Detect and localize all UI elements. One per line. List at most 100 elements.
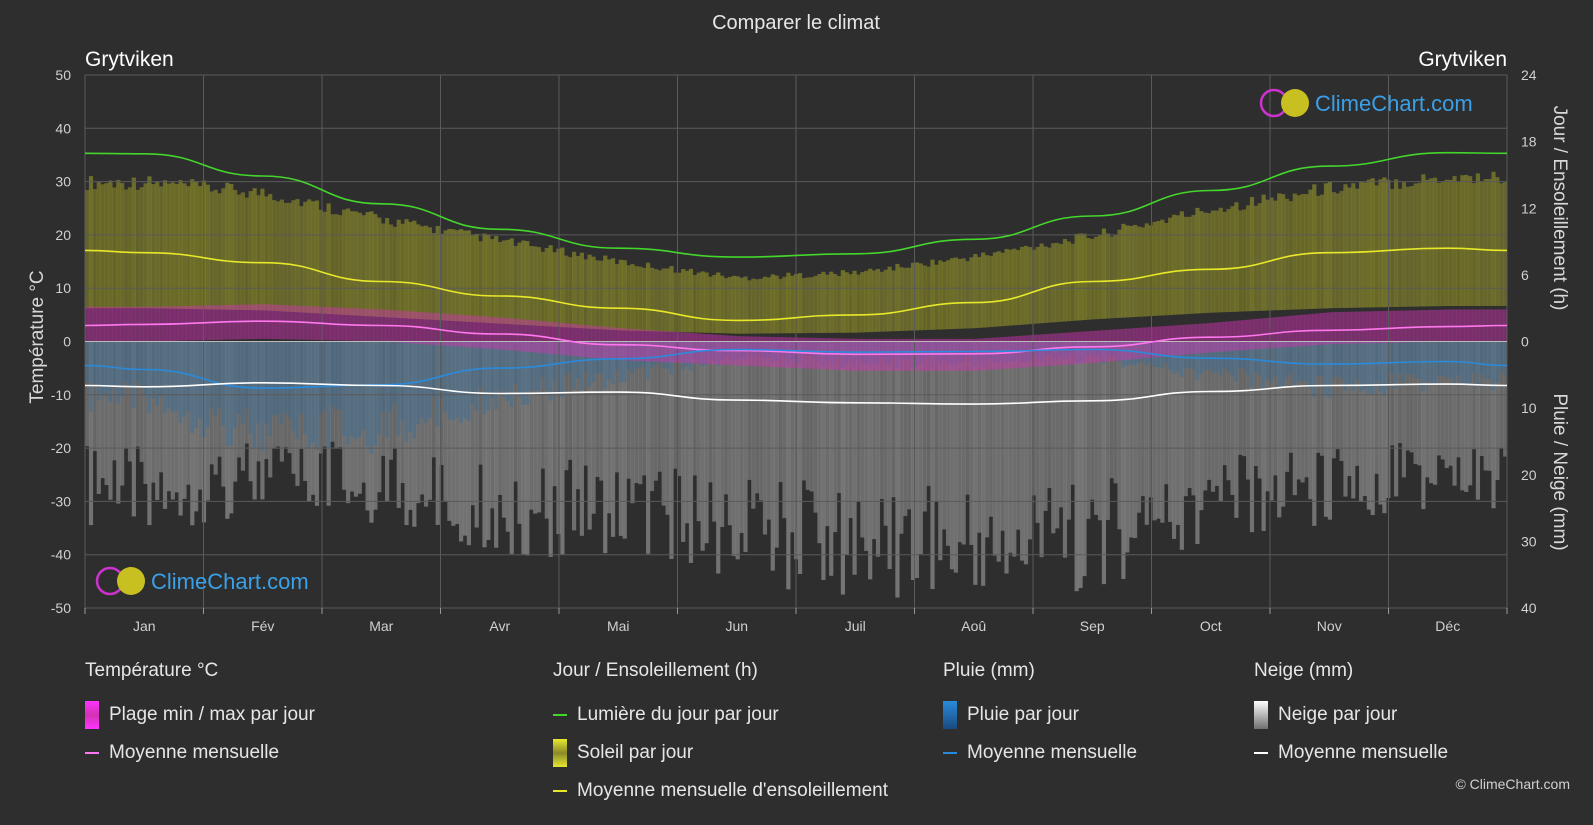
temperature-day-bar: [1417, 310, 1422, 343]
sunshine-day-bar: [295, 199, 300, 313]
right-bottom-tick-label: 40: [1521, 600, 1537, 616]
temperature-day-bar: [969, 338, 974, 371]
sunshine-day-bar: [1055, 242, 1060, 323]
sunshine-day-bar: [630, 264, 635, 331]
sunshine-day-bar: [1222, 211, 1227, 313]
sunshine-day-bar: [420, 226, 425, 320]
sunshine-day-bar: [758, 278, 764, 334]
sunshine-day-bar: [607, 259, 612, 330]
rain-day-bar: [400, 341, 405, 421]
sunshine-day-bar: [155, 181, 160, 309]
snow-day-bar: [131, 341, 136, 517]
rain-day-bar: [1413, 341, 1418, 379]
rain-day-bar: [225, 341, 230, 447]
snow-day-bar: [143, 341, 148, 484]
sunshine-day-bar: [599, 260, 604, 330]
snow-day-bar: [252, 341, 257, 500]
sunshine-day-bar: [1300, 194, 1305, 310]
temperature-day-bar: [1460, 309, 1465, 342]
snow-day-bar: [642, 341, 647, 476]
rain-day-bar: [322, 341, 327, 411]
snow-day-bar: [275, 341, 281, 447]
snow-day-bar: [1487, 341, 1492, 471]
sunshine-day-bar: [661, 268, 666, 332]
snow-day-bar: [739, 341, 744, 533]
sunshine-day-bar: [423, 225, 429, 320]
temperature-day-bar: [408, 311, 413, 344]
rain-day-bar: [346, 341, 351, 445]
sunshine-day-bar: [1351, 183, 1356, 308]
snow-day-bar: [610, 341, 616, 537]
sunshine-day-bar: [162, 180, 168, 309]
rain-day-bar: [1487, 341, 1492, 380]
rain-day-bar: [684, 341, 690, 367]
snow-day-bar: [221, 341, 226, 487]
sunshine-day-bar: [108, 180, 113, 309]
sunshine-day-bar: [587, 254, 592, 329]
sunshine-day-bar: [509, 238, 514, 325]
snow-day-bar: [1444, 341, 1449, 469]
rain-day-bar: [116, 341, 121, 404]
rain-day-bar: [603, 341, 608, 390]
snow-day-bar: [1101, 341, 1107, 585]
snow-day-bar: [751, 341, 756, 509]
snow-day-bar: [1086, 341, 1091, 519]
sunshine-day-bar: [240, 192, 246, 310]
snow-day-bar: [836, 341, 842, 493]
legend-item-label: Lumière du jour par jour: [577, 704, 779, 725]
snow-day-bar: [377, 341, 382, 493]
snow-day-bar: [1117, 341, 1122, 530]
rain-day-bar: [373, 341, 378, 445]
snow-day-bar: [914, 341, 920, 579]
snow-day-bar: [233, 341, 238, 482]
temperature-day-bar: [1179, 324, 1184, 355]
sunshine-day-bar: [1366, 179, 1371, 308]
rain-day-bar: [100, 341, 105, 394]
snow-day-bar: [1448, 341, 1453, 466]
temperature-day-bar: [1191, 324, 1196, 354]
rain-day-bar: [1191, 341, 1196, 370]
sunshine-day-bar: [435, 225, 440, 321]
rain-day-bar: [396, 341, 401, 436]
sunshine-day-bar: [860, 272, 865, 333]
rain-day-bar: [681, 341, 686, 370]
sunshine-day-bar: [1238, 210, 1243, 312]
green-line-icon: [553, 714, 567, 716]
rain-day-bar: [657, 341, 662, 364]
sunshine-day-bar: [1323, 183, 1329, 309]
temperature-day-bar: [607, 327, 612, 360]
month-tick-label: Jun: [725, 618, 748, 634]
sunshine-day-bar: [416, 224, 421, 320]
snow-day-bar: [1245, 341, 1251, 480]
snow-day-bar: [981, 341, 986, 586]
snow-day-bar: [817, 341, 822, 544]
rain-day-bar: [1312, 341, 1317, 397]
snow-day-bar: [755, 341, 760, 494]
temperature-day-bar: [1409, 310, 1414, 343]
sunshine-day-bar: [361, 215, 366, 316]
rain-day-bar: [186, 341, 191, 412]
blue-bar-icon: [943, 701, 957, 729]
sunshine-day-bar: [291, 200, 296, 313]
rain-day-bar: [357, 341, 362, 437]
rain-day-bar: [455, 341, 460, 418]
sunshine-day-bar: [848, 274, 853, 333]
snow-day-bar: [1105, 341, 1110, 520]
sunshine-day-bar: [85, 189, 90, 309]
sunshine-day-bar: [1436, 182, 1442, 307]
rain-day-bar: [96, 341, 101, 400]
sunshine-day-bar: [1253, 205, 1258, 312]
temperature-day-bar: [1429, 309, 1434, 342]
rain-day-bar: [879, 341, 884, 359]
sunshine-day-bar: [299, 206, 304, 313]
sunshine-day-bar: [217, 193, 222, 310]
snow-day-bar: [969, 341, 974, 545]
temperature-day-bar: [1370, 311, 1375, 344]
rain-day-bar: [575, 341, 581, 379]
temperature-day-bar: [1261, 318, 1266, 349]
snow-day-bar: [1047, 341, 1052, 489]
rain-day-bar: [1062, 341, 1068, 361]
snow-day-bar: [1421, 341, 1426, 510]
snow-day-bar: [455, 341, 460, 525]
sunshine-day-bar: [1355, 188, 1360, 308]
